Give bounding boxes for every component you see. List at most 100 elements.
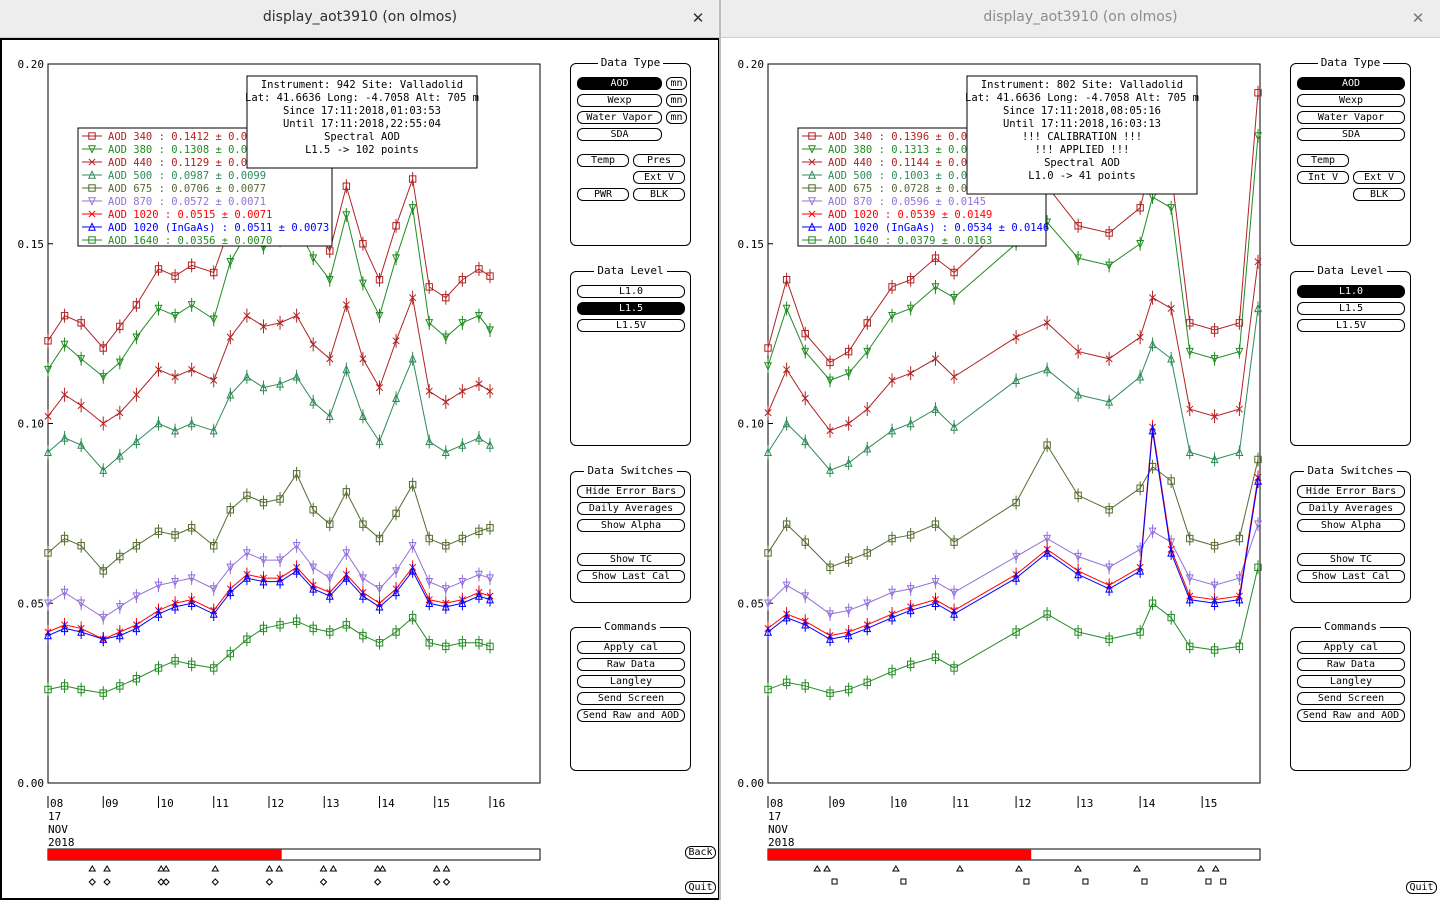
pres-button[interactable]: Pres — [633, 154, 685, 167]
wexp-button[interactable]: Wexp — [1297, 94, 1405, 107]
data-point — [292, 371, 301, 381]
ext-v-button[interactable]: Ext V — [1353, 171, 1405, 184]
water-vapor-button[interactable]: Water Vapor — [1297, 111, 1405, 124]
info-line: Lat: 41.6636 Long: -4.7058 Alt: 705 m — [245, 92, 479, 104]
event-triangle — [1211, 865, 1220, 872]
show-alpha-button[interactable]: Show Alpha — [1297, 519, 1405, 532]
data-point — [392, 393, 401, 403]
data-point — [458, 276, 467, 284]
blk-button[interactable]: BLK — [633, 188, 685, 201]
data-point — [209, 425, 218, 435]
titlebar[interactable]: display_aot3910 (on olmos) ✕ — [0, 0, 720, 38]
data-point — [1136, 204, 1144, 212]
level-l10-button[interactable]: L1.0 — [577, 285, 685, 298]
send-screen-button[interactable]: Send Screen — [1297, 692, 1405, 705]
data-point — [392, 509, 400, 518]
hide-error-bars-button[interactable]: Hide Error Bars — [577, 485, 685, 498]
data-point — [99, 634, 108, 643]
pwr-button[interactable]: PWR — [577, 188, 629, 201]
data-point — [61, 391, 69, 399]
langley-button[interactable]: Langley — [1297, 675, 1405, 688]
client-area: 0.20 0.15 0.10 0.05 0.00 08 09 10 11 12 13 14 15 17 NO… — [721, 38, 1440, 900]
show-alpha-button[interactable]: Show Alpha — [577, 519, 685, 532]
titlebar[interactable]: display_aot3910 (on olmos) ✕ — [721, 0, 1440, 38]
data-point — [1186, 405, 1194, 413]
langley-button[interactable]: Langley — [577, 675, 685, 688]
data-point — [1105, 506, 1113, 514]
legend-entry: AOD 380 : 0.1313 ± 0.0 — [828, 144, 967, 156]
data-point — [187, 574, 196, 583]
data-point — [1186, 319, 1194, 327]
data-point — [1254, 563, 1262, 571]
event-diamond — [162, 878, 170, 886]
data-point — [1074, 389, 1083, 399]
level-l15v-button[interactable]: L1.5V — [1297, 319, 1405, 332]
apply-cal-button[interactable]: Apply cal — [1297, 641, 1405, 654]
show-tc-button[interactable]: Show TC — [1297, 553, 1405, 566]
level-l10-button[interactable]: L1.0 — [1297, 285, 1405, 298]
apply-cal-button[interactable]: Apply cal — [577, 641, 685, 654]
aod-mn-button[interactable]: mn — [666, 77, 687, 90]
data-point — [863, 678, 871, 687]
send-raw-and-aod-button[interactable]: Send Raw and AOD — [1297, 709, 1405, 722]
sda-button[interactable]: SDA — [1297, 128, 1405, 141]
data-point — [801, 329, 809, 338]
show-last-cal-button[interactable]: Show Last Cal — [577, 570, 685, 583]
data-point — [950, 293, 959, 303]
ext-v-button[interactable]: Ext V — [633, 171, 685, 184]
close-icon[interactable]: ✕ — [1411, 9, 1425, 27]
date-label: 2018 — [48, 836, 75, 849]
data-point — [226, 649, 235, 658]
data-point — [1074, 491, 1082, 500]
data-point — [60, 623, 69, 633]
x-tick-label: 09 — [832, 797, 845, 810]
event-triangle — [103, 865, 111, 872]
sda-button[interactable]: SDA — [577, 128, 662, 141]
wexp-mn-button[interactable]: mn — [666, 94, 687, 107]
data-point — [1012, 573, 1021, 582]
close-icon[interactable]: ✕ — [691, 9, 705, 27]
data-point — [1136, 628, 1144, 636]
raw-data-button[interactable]: Raw Data — [577, 658, 685, 671]
data-point — [950, 373, 958, 381]
temp-button[interactable]: Temp — [577, 154, 629, 167]
water-vapor-mn-button[interactable]: mn — [666, 111, 687, 124]
quit-button[interactable]: Quit — [685, 881, 716, 894]
wexp-button[interactable]: Wexp — [577, 94, 662, 107]
raw-data-button[interactable]: Raw Data — [1297, 658, 1405, 671]
daily-averages-button[interactable]: Daily Averages — [577, 502, 685, 515]
level-l15-button[interactable]: L1.5 — [577, 302, 685, 315]
data-point — [826, 376, 835, 386]
temp-button[interactable]: Temp — [1297, 154, 1349, 167]
series-group — [44, 466, 494, 578]
send-raw-and-aod-button[interactable]: Send Raw and AOD — [577, 709, 685, 722]
aod-button[interactable]: AOD — [577, 77, 662, 90]
event-triangle — [373, 865, 382, 872]
event-triangle — [88, 865, 97, 872]
data-point — [442, 542, 450, 550]
show-tc-button[interactable]: Show TC — [577, 553, 685, 566]
data-point — [1074, 348, 1082, 356]
data-point — [1105, 635, 1113, 643]
int-v-button[interactable]: Int V — [1297, 171, 1349, 184]
quit-button[interactable]: Quit — [1406, 881, 1437, 894]
legend-marker — [88, 222, 96, 231]
daily-averages-button[interactable]: Daily Averages — [1297, 502, 1405, 515]
data-point — [259, 624, 268, 633]
series-group — [44, 290, 494, 431]
level-l15-button[interactable]: L1.5 — [1297, 302, 1405, 315]
show-last-cal-button[interactable]: Show Last Cal — [1297, 570, 1405, 583]
send-screen-button[interactable]: Send Screen — [577, 692, 685, 705]
data-point — [844, 606, 853, 616]
hide-error-bars-button[interactable]: Hide Error Bars — [1297, 485, 1405, 498]
aod-button[interactable]: AOD — [1297, 77, 1405, 90]
blk-button[interactable]: BLK — [1353, 188, 1405, 201]
data-point — [259, 322, 268, 330]
water-vapor-button[interactable]: Water Vapor — [577, 111, 662, 124]
legend-entry: AOD 380 : 0.1308 ± 0.0 — [108, 144, 247, 156]
legend-marker — [808, 132, 816, 140]
data-point — [342, 488, 351, 496]
back-button[interactable]: Back — [685, 846, 716, 859]
level-l15v-button[interactable]: L1.5V — [577, 319, 685, 332]
legend-entry: AOD 870 : 0.0572 ± 0.0071 — [108, 196, 266, 208]
